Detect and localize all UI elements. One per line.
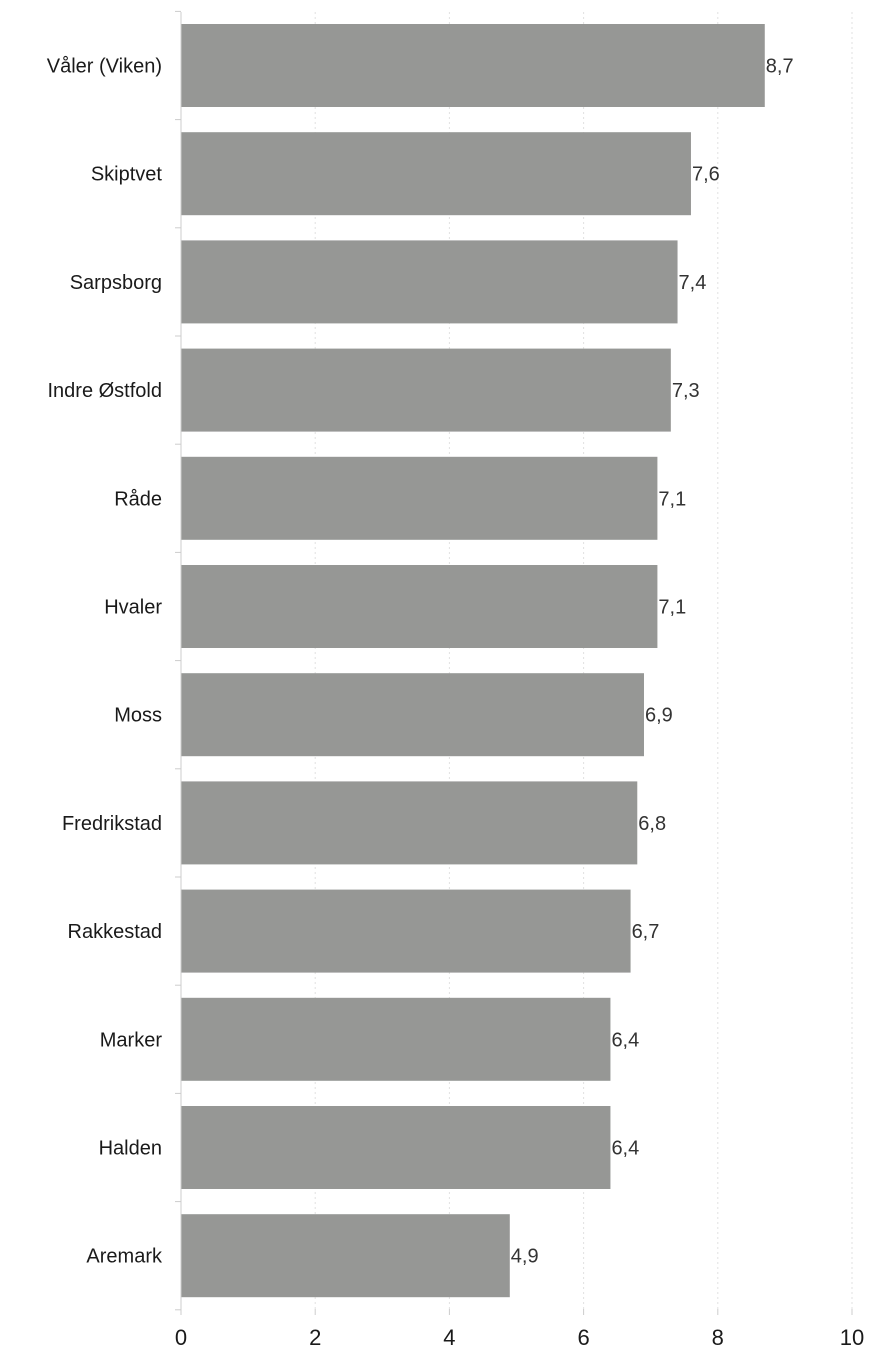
bar-10 xyxy=(181,1106,611,1189)
category-label: Indre Østfold xyxy=(47,380,162,402)
data-label: 7,6 xyxy=(692,164,720,186)
x-tick-label: 8 xyxy=(712,1325,724,1350)
category-label: Våler (Viken) xyxy=(47,56,162,78)
category-label: Sarpsborg xyxy=(70,272,162,294)
bar-3 xyxy=(181,348,671,432)
bar-0 xyxy=(181,24,765,107)
labels: Våler (Viken) Skiptvet Sarpsborg Indre Østf… xyxy=(47,56,864,1351)
category-label: Marker xyxy=(100,1029,163,1051)
category-label: Råde xyxy=(114,488,162,510)
data-label: 6,7 xyxy=(632,921,660,943)
bar-9 xyxy=(181,997,611,1081)
category-label: Hvaler xyxy=(104,597,162,619)
axes xyxy=(175,10,853,1315)
category-label: Moss xyxy=(114,705,162,727)
bar-11 xyxy=(181,1214,510,1298)
data-label: 8,7 xyxy=(766,56,794,78)
bar-6 xyxy=(181,673,644,757)
data-label: 4,9 xyxy=(511,1246,539,1268)
bar-4 xyxy=(181,456,658,540)
category-label: Rakkestad xyxy=(68,921,163,943)
data-label: 6,9 xyxy=(645,705,673,727)
x-tick-label: 0 xyxy=(175,1325,187,1350)
data-label: 7,1 xyxy=(658,597,686,619)
bar-1 xyxy=(181,132,691,216)
bars xyxy=(181,24,765,1298)
category-label: Aremark xyxy=(86,1246,163,1268)
x-tick-label: 2 xyxy=(309,1325,321,1350)
x-tick-label: 10 xyxy=(840,1325,864,1350)
data-label: 7,3 xyxy=(672,380,700,402)
bar-2 xyxy=(181,240,678,324)
data-label: 7,1 xyxy=(658,488,686,510)
category-label: Fredrikstad xyxy=(62,813,162,835)
data-label: 6,8 xyxy=(638,813,666,835)
data-label: 6,4 xyxy=(611,1029,639,1051)
x-tick-label: 6 xyxy=(577,1325,589,1350)
bar-8 xyxy=(181,889,631,973)
bar-5 xyxy=(181,565,658,648)
gridlines xyxy=(314,12,853,1309)
bar-7 xyxy=(181,781,638,865)
data-label: 7,4 xyxy=(679,272,707,294)
category-label: Skiptvet xyxy=(91,164,163,186)
data-label: 6,4 xyxy=(611,1138,639,1160)
x-tick-label: 4 xyxy=(443,1325,455,1350)
category-label: Halden xyxy=(99,1138,162,1160)
